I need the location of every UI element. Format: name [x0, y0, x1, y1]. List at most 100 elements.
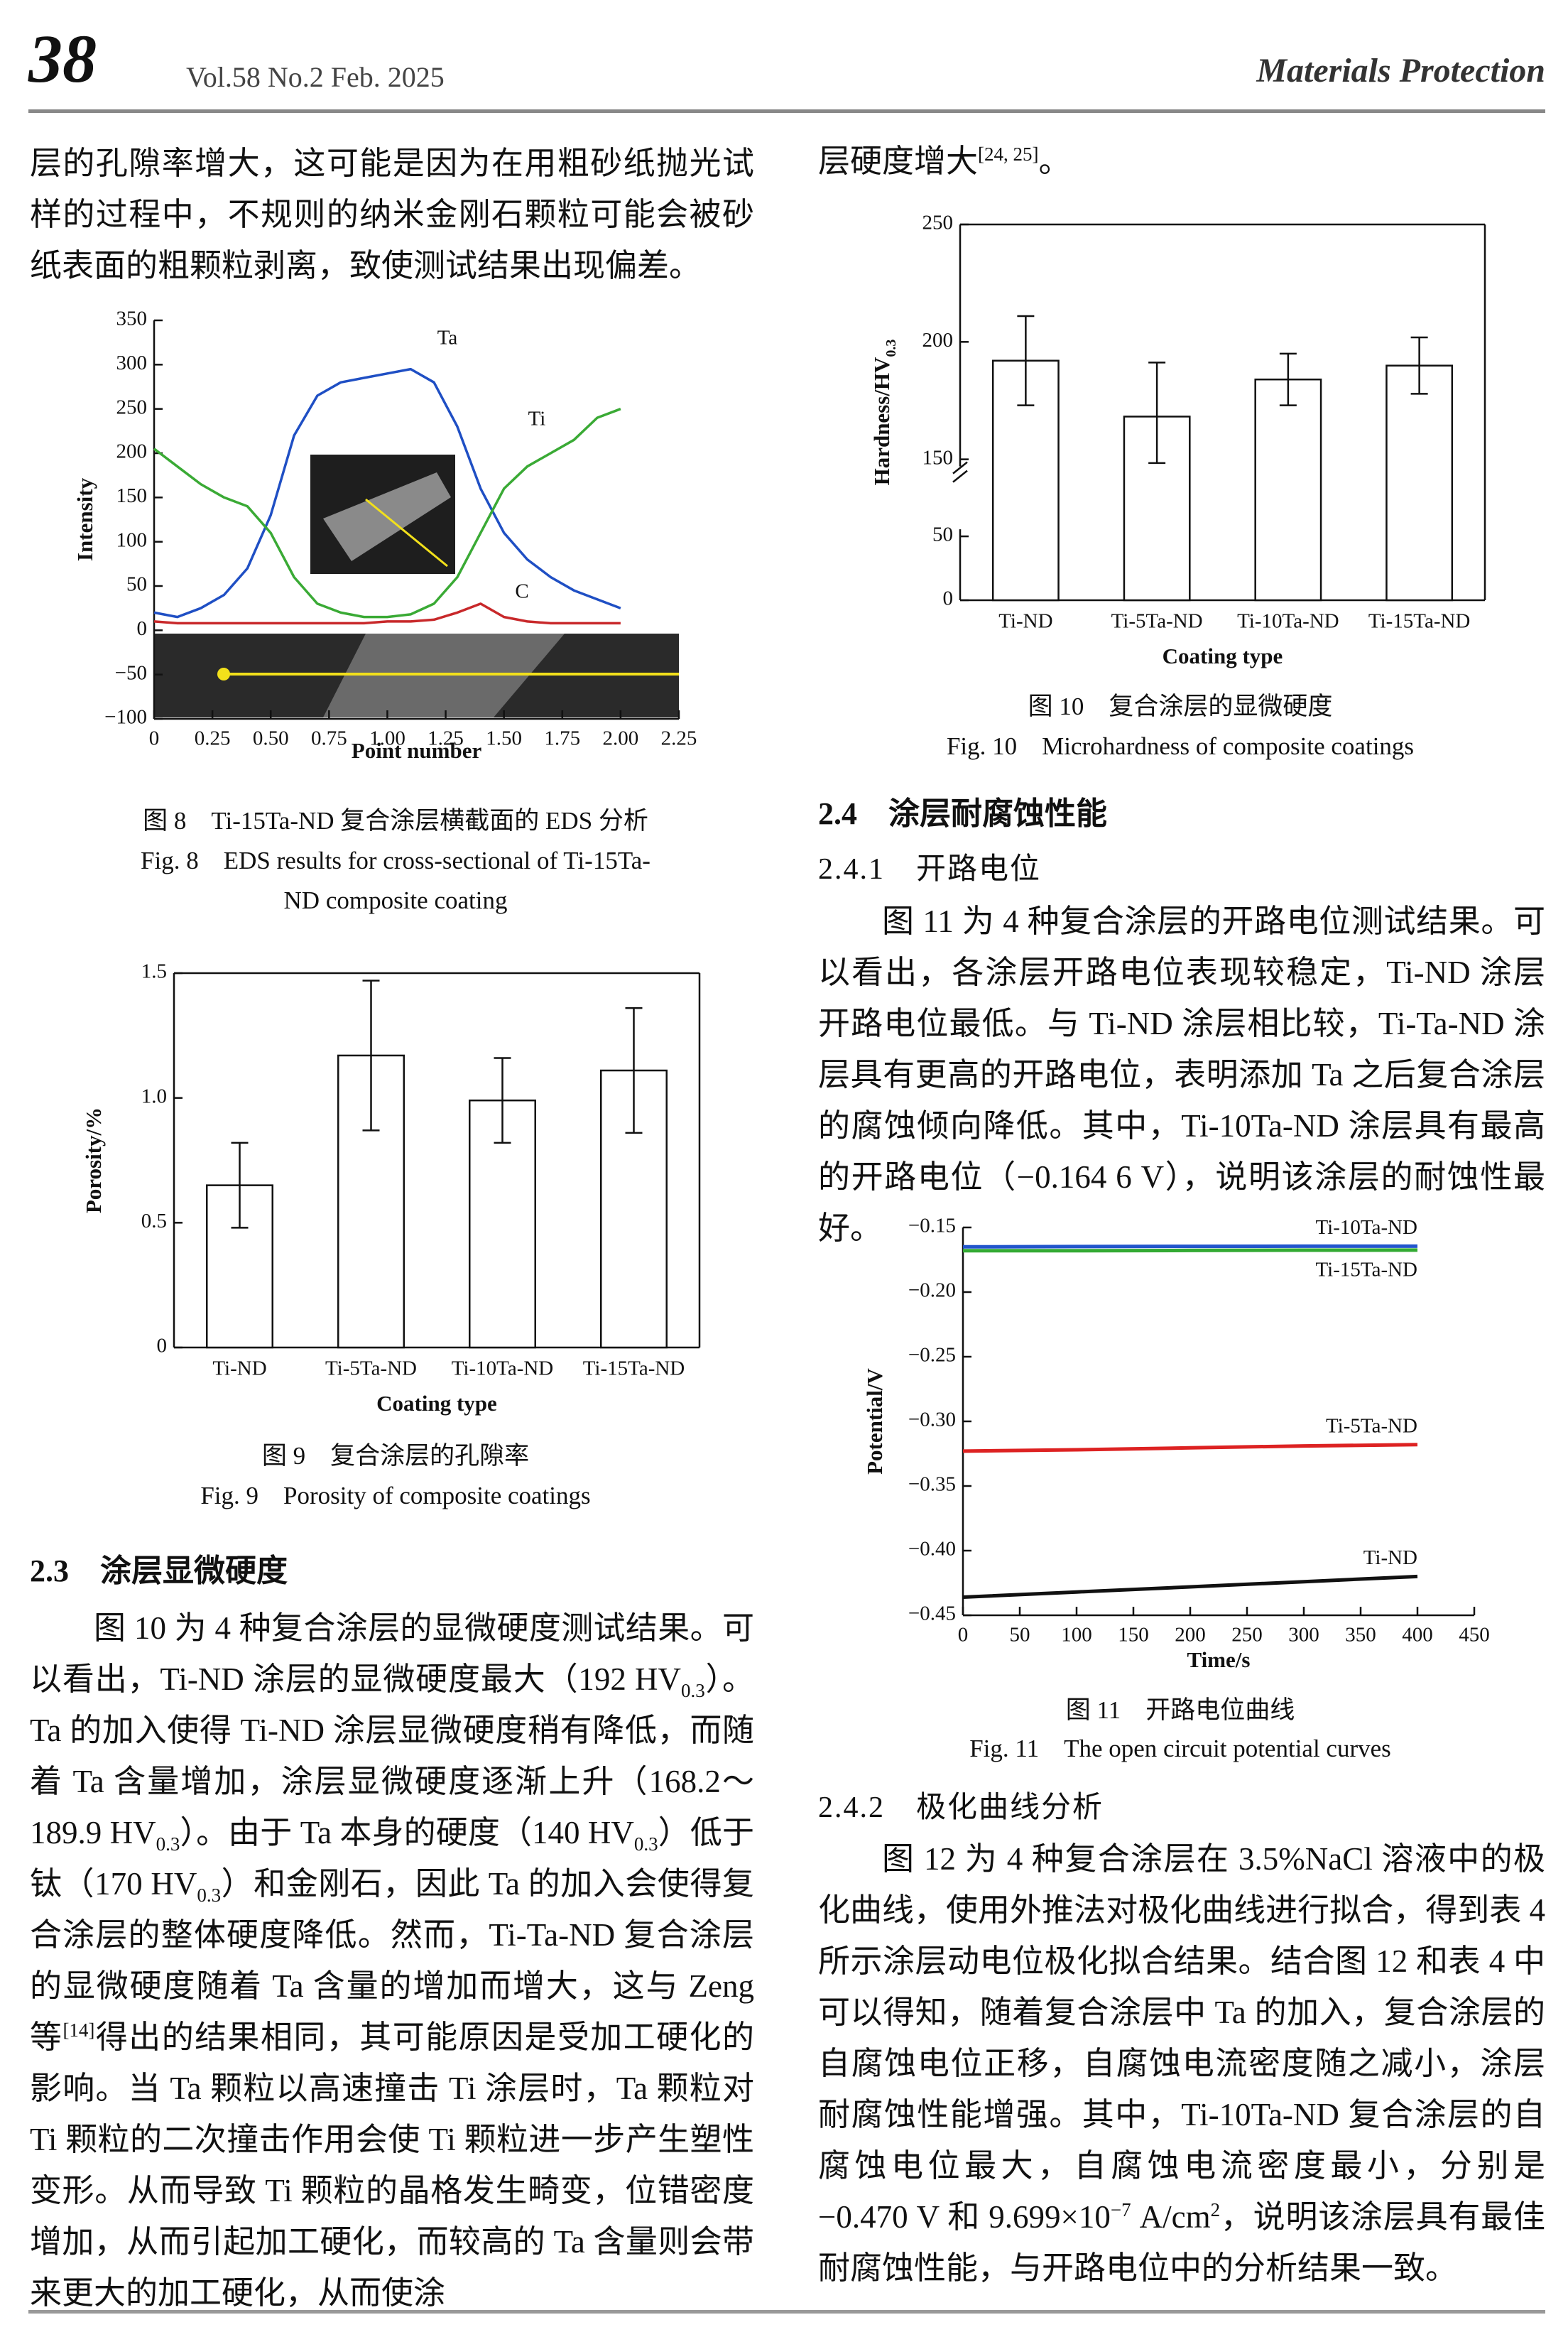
y-tick-label: −0.20 [908, 1279, 956, 1302]
y-tick-label: 1.0 [141, 1085, 167, 1107]
section-number: 2.4 [818, 796, 857, 831]
subsection-heading: 2.4.1 开路电位 [818, 848, 1041, 891]
section-title: 开路电位 [916, 853, 1042, 886]
x-axis-label: Coating type [376, 1391, 497, 1416]
paragraph: 图 10 为 4 种复合涂层的显微硬度测试结果。可以看出，Ti-ND 涂层的显微… [30, 1602, 754, 2319]
text-run: ）低于钛（170 HV [30, 1815, 754, 1902]
x-tick-label: 300 [1288, 1624, 1319, 1647]
bar [1254, 378, 1322, 602]
y-tick-label: 150 [922, 446, 954, 469]
y-tick-label: 150 [116, 484, 148, 507]
subscript: 0.3 [681, 1680, 705, 1701]
text-run: 图 12 为 4 种复合涂层在 3.5%NaCl 溶液中的极化曲线，使用外推法对… [818, 1841, 1545, 2235]
y-tick-label: 250 [922, 212, 954, 234]
y-axis-label-sub: 0.3 [883, 340, 899, 357]
series-line [962, 1574, 1418, 1599]
x-tick-label: Ti-10Ta-ND [1237, 610, 1339, 633]
x-tick-label: 1.25 [428, 727, 464, 750]
series-label: C [515, 580, 528, 603]
x-tick-label: Ti-15Ta-ND [583, 1357, 685, 1380]
text-run: ，说明该涂层具有最佳耐腐蚀性能，与开路电位中的分析结果一致。 [818, 2199, 1545, 2286]
y-tick-label: −0.30 [908, 1409, 956, 1431]
x-tick-label: 1.75 [544, 727, 580, 750]
subscript: 0.3 [197, 1884, 222, 1906]
x-axis-label: Point number [352, 738, 482, 763]
series-label: Ti-15Ta-ND [1315, 1259, 1417, 1281]
section-heading: 2.4 涂层耐腐蚀性能 [818, 793, 1107, 835]
inset-scan-line [365, 498, 448, 568]
caption-cn: 图 11 开路电位曲线 [1065, 1696, 1295, 1724]
y-tick-label: −0.40 [908, 1538, 956, 1561]
text-run: 图 10 为 4 种复合涂层的显微硬度测试结果。可以看出，Ti-ND 涂层的显微… [30, 1610, 754, 1697]
x-tick-label: 200 [1175, 1624, 1206, 1647]
porosity-chart: 0 0.5 1.0 1.5 Ti-ND Ti-5Ta-ND Ti-10Ta-ND Ti-15T… [81, 960, 701, 1416]
bar [1385, 364, 1454, 602]
caption-cn: 图 8 Ti-15Ta-ND 复合涂层横截面的 EDS 分析 [143, 807, 648, 835]
y-tick-label: 350 [116, 308, 148, 330]
section-number: 2.3 [30, 1553, 69, 1588]
text-run: 层的孔隙率增大，这可能是因为在用粗砂纸抛光试样的过程中，不规则的纳米金刚石颗粒可… [30, 146, 754, 283]
y-tick-label: 250 [116, 396, 148, 418]
series-line [962, 1244, 1417, 1249]
text-run: A/cm [1131, 2199, 1211, 2235]
y-tick-label: 300 [116, 352, 148, 374]
x-tick-label: 350 [1345, 1624, 1376, 1647]
y-tick-label: −0.45 [908, 1602, 956, 1625]
y-tick-label: 50 [932, 524, 953, 546]
y-tick-label: 100 [116, 528, 148, 551]
y-tick-label: 0 [943, 587, 954, 610]
series-line [153, 408, 621, 619]
y-tick-label: 50 [126, 573, 147, 596]
paragraph: 图 11 为 4 种复合涂层的开路电位测试结果。可以看出，各涂层开路电位表现较稳… [818, 896, 1545, 1254]
series-line [963, 1248, 1418, 1253]
y-axis-label: Intensity [72, 477, 97, 561]
section-title: 涂层显微硬度 [100, 1553, 288, 1588]
series-label: Ti-ND [1363, 1546, 1417, 1569]
superscript: 2 [1210, 2199, 1221, 2220]
x-tick-label: 0.75 [311, 727, 347, 750]
superscript: [24, 25] [978, 143, 1039, 165]
axis-break [952, 470, 968, 483]
x-axis-label: Time/s [1187, 1647, 1251, 1672]
hardness-chart: 0 50 150 200 250 Ti-ND Ti-5Ta-ND Ti-10Ta-ND Ti-1… [869, 212, 1486, 668]
x-tick-label: Ti-15Ta-ND [1368, 610, 1471, 633]
x-tick-label: 0.50 [253, 727, 289, 750]
issue: Vol.58 No.2 Feb. 2025 [186, 61, 445, 93]
x-tick-label: Ti-10Ta-ND [452, 1357, 554, 1380]
caption-en: Fig. 11 The open circuit potential curve… [969, 1735, 1391, 1762]
x-tick-label: 0 [958, 1624, 969, 1647]
scan-start [217, 668, 230, 680]
x-axis-label: Coating type [1163, 644, 1283, 668]
text-run: ）。由于 Ta 本身的硬度（140 HV [180, 1815, 634, 1850]
subscript: 0.3 [633, 1833, 658, 1855]
y-axis-label: Hardness/HV0.3 [869, 340, 898, 486]
section-number: 2.4.1 [818, 853, 885, 886]
paragraph: 层的孔隙率增大，这可能是因为在用粗砂纸抛光试样的过程中，不规则的纳米金刚石颗粒可… [30, 138, 754, 291]
superscript: −7 [1110, 2199, 1131, 2220]
y-tick-label: 200 [922, 329, 954, 352]
text-run: 层硬度增大 [818, 143, 979, 179]
x-tick-label: 2.00 [603, 727, 639, 750]
x-tick-label: 1.00 [369, 727, 405, 750]
x-tick-label: 100 [1061, 1624, 1092, 1647]
x-tick-label: 250 [1231, 1624, 1263, 1647]
x-tick-label: Ti-ND [998, 610, 1052, 633]
x-tick-label: 400 [1402, 1624, 1433, 1647]
text-run: 。 [1038, 143, 1071, 179]
y-tick-label: 0.5 [141, 1210, 167, 1232]
y-tick-label: −0.15 [908, 1215, 956, 1237]
x-tick-label: Ti-5Ta-ND [325, 1357, 417, 1380]
journal: Materials Protection [1256, 52, 1545, 90]
series-label: Ti [528, 408, 546, 430]
series-line [153, 367, 621, 619]
subscript: 0.3 [156, 1833, 180, 1855]
y-tick-label: −50 [115, 661, 147, 684]
y-axis-label: Potential/V [862, 1367, 887, 1474]
y-tick-label: 1.5 [141, 960, 167, 983]
header-rule [28, 109, 1545, 113]
y-tick-label: −100 [104, 706, 147, 729]
section-title: 极化曲线分析 [916, 1791, 1104, 1824]
caption-en: Fig. 10 Microhardness of composite coati… [946, 732, 1415, 760]
footer-rule [28, 2310, 1545, 2314]
